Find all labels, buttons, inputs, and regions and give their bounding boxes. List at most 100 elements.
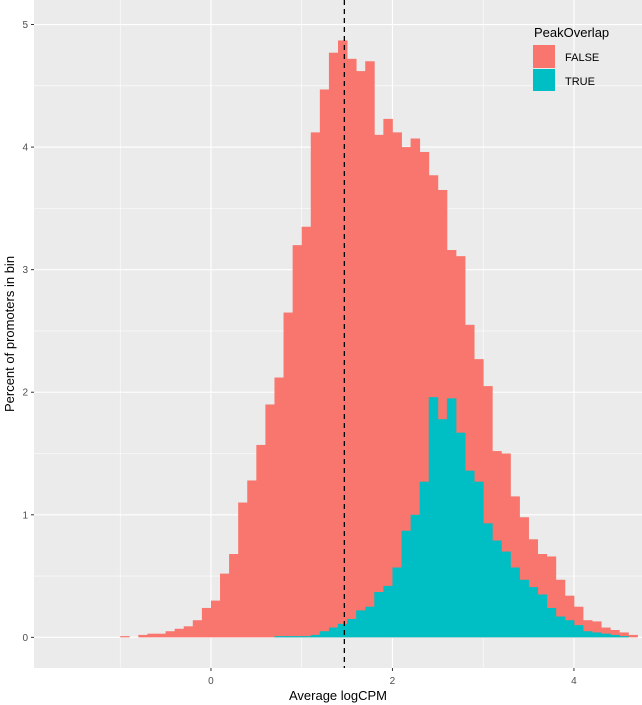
histogram-bar-true <box>501 551 511 638</box>
y-axis-title: Percent of promoters in bin <box>2 256 17 412</box>
histogram-bar-true <box>347 618 357 638</box>
histogram-bar-true <box>537 594 548 638</box>
histogram-bar-false <box>201 607 212 638</box>
histogram-bar-false <box>619 632 629 638</box>
histogram-bar-true <box>365 606 375 638</box>
legend-label-false: FALSE <box>565 52 599 64</box>
x-tick-label: 0 <box>208 676 214 687</box>
histogram-bar-false <box>247 480 257 638</box>
histogram-bar-true <box>555 616 566 638</box>
histogram-bar-true <box>446 398 457 638</box>
legend-key-false <box>533 45 555 68</box>
histogram-bar-false <box>138 634 148 638</box>
histogram-bar-false <box>120 636 130 638</box>
histogram-bar-true <box>474 481 484 638</box>
histogram-bar-false <box>374 134 384 638</box>
histogram-bar-true <box>583 631 593 638</box>
histogram-bar-false <box>419 151 430 638</box>
histogram-bar-true <box>455 432 466 638</box>
legend-label-true: TRUE <box>565 76 595 88</box>
series-false-bars <box>120 40 638 638</box>
histogram-bar-false <box>183 626 194 638</box>
histogram-bar-false <box>265 404 275 638</box>
legend-key-true <box>533 69 555 91</box>
histogram-bar-true <box>301 636 312 638</box>
histogram-bar-false <box>256 444 266 638</box>
histogram-bar-false <box>583 620 593 638</box>
histogram-bar-false <box>610 630 620 638</box>
histogram-bar-true <box>619 636 629 638</box>
histogram-bar-true <box>356 610 366 638</box>
histogram-bar-false <box>564 595 575 638</box>
histogram-bar-false <box>147 633 157 638</box>
histogram-bar-true <box>328 627 339 638</box>
y-axis-ticks: 0 1 2 3 4 5 <box>22 20 34 644</box>
histogram-bar-false <box>437 189 448 638</box>
histogram-bar-false <box>301 226 312 638</box>
histogram-bar-true <box>492 540 502 638</box>
y-tick-label: 0 <box>22 633 28 644</box>
histogram-bar-true <box>419 481 430 638</box>
histogram-bar-true <box>283 636 294 638</box>
histogram-bar-true <box>546 607 557 638</box>
histogram-bar-false <box>483 386 493 638</box>
histogram-bar-false <box>383 118 393 638</box>
histogram-bar-false <box>573 606 584 638</box>
histogram-bar-true <box>319 631 330 638</box>
histogram-bar-true <box>410 514 421 638</box>
series-true-bars <box>274 397 629 638</box>
histogram-bar-true <box>437 419 448 638</box>
histogram-bar-true <box>564 620 575 638</box>
legend: PeakOverlap FALSE TRUE <box>533 25 609 91</box>
histogram-bar-false <box>401 147 411 638</box>
histogram-bar-true <box>292 636 303 638</box>
histogram-bar-true <box>310 634 321 638</box>
histogram-bar-true <box>401 530 411 638</box>
histogram-bar-false <box>392 132 402 638</box>
histogram-bar-false <box>292 245 303 638</box>
histogram-bar-true <box>601 633 611 638</box>
histogram-bar-true <box>610 634 620 638</box>
histogram-bar-true <box>392 567 402 638</box>
y-tick-label: 1 <box>22 510 28 521</box>
histogram-bar-false <box>555 579 566 638</box>
histogram-bar-false <box>274 377 284 638</box>
histogram-bar-false <box>220 573 230 638</box>
histogram-bar-false <box>519 517 529 638</box>
y-tick-label: 3 <box>22 265 28 276</box>
histogram-bar-false <box>165 631 176 638</box>
histogram-bar-true <box>510 567 520 638</box>
histogram-bar-false <box>546 556 557 638</box>
x-axis-title: Average logCPM <box>289 688 387 703</box>
y-tick-label: 5 <box>22 20 28 31</box>
histogram-bar-false <box>501 453 511 638</box>
histogram-bar-false <box>283 312 294 638</box>
histogram-bar-true <box>374 592 384 638</box>
histogram-bar-true <box>465 470 475 638</box>
histogram-bar-false <box>310 132 321 638</box>
histogram-bar-false <box>410 138 421 638</box>
histogram-bar-false <box>156 633 166 638</box>
histogram-bar-true <box>383 585 393 638</box>
histogram-bar-true <box>483 523 493 638</box>
histogram-bar-false <box>328 52 339 638</box>
histogram-bar-false <box>338 40 348 638</box>
histogram-bar-false <box>347 58 357 638</box>
histogram-bar-false <box>510 496 520 638</box>
histogram-bar-true <box>528 587 539 638</box>
histogram-bar-false <box>356 71 366 638</box>
histogram-bar-false <box>601 627 611 638</box>
y-tick-label: 2 <box>22 388 28 399</box>
histogram-bar-false <box>319 89 330 638</box>
histogram-bar-true <box>519 579 529 638</box>
histogram-bar-false <box>365 61 375 638</box>
histogram-bar-false <box>592 621 602 638</box>
x-axis-ticks: 0 2 4 <box>208 668 577 687</box>
histogram-bar-true <box>338 623 348 638</box>
histogram-bar-true <box>592 632 602 638</box>
histogram-bar-false <box>192 620 203 638</box>
histogram-bar-true <box>428 397 439 638</box>
histogram-bar-true <box>274 636 284 638</box>
